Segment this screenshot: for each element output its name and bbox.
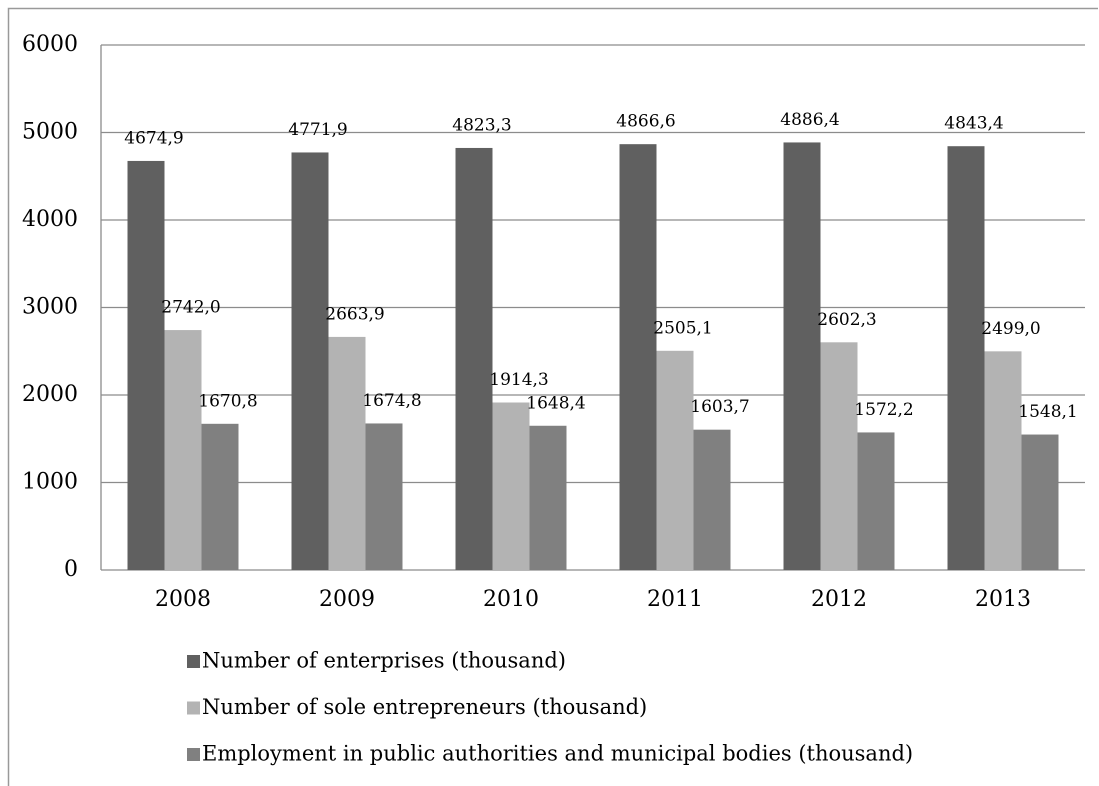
bar [455, 147, 493, 570]
legend-label: Employment in public authorities and mun… [202, 742, 913, 766]
bar [291, 152, 329, 571]
bar [693, 429, 731, 570]
y-tick-label: 5000 [22, 120, 78, 145]
bar [328, 336, 366, 570]
legend-swatch [187, 655, 200, 668]
bar [492, 402, 530, 570]
data-label: 2505,1 [653, 318, 712, 338]
bar [201, 423, 239, 570]
data-label: 4866,6 [616, 112, 675, 132]
y-tick-label: 1000 [22, 470, 78, 495]
x-tick-label: 2011 [647, 587, 703, 612]
bar [857, 432, 895, 570]
frame [7, 7, 1098, 786]
bar [365, 423, 403, 570]
y-tick-label: 2000 [22, 382, 78, 407]
bar [984, 351, 1022, 570]
x-tick-label: 2013 [975, 587, 1031, 612]
x-tick-label: 2012 [811, 587, 867, 612]
data-label: 1548,1 [1018, 402, 1077, 422]
data-label: 1648,4 [526, 393, 585, 413]
bar [164, 330, 202, 570]
x-tick-label: 2008 [155, 587, 211, 612]
legend-label: Number of enterprises (thousand) [202, 649, 566, 673]
y-tick-label: 4000 [22, 207, 78, 232]
bar [656, 350, 694, 570]
data-label: 4823,3 [452, 115, 511, 135]
bar [619, 144, 657, 571]
bar [947, 146, 985, 570]
data-label: 2499,0 [981, 319, 1040, 339]
data-label: 4771,9 [288, 120, 347, 140]
data-label: 1572,2 [854, 400, 913, 420]
data-label: 1914,3 [489, 370, 548, 390]
bar [783, 142, 821, 570]
bar [529, 425, 567, 570]
y-tick-label: 3000 [22, 295, 78, 320]
y-tick-label: 0 [64, 557, 78, 582]
bar [820, 342, 858, 570]
legend-swatch [187, 701, 200, 715]
data-label: 2742,0 [161, 298, 220, 318]
data-label: 4674,9 [124, 128, 183, 148]
legend-swatch [187, 748, 200, 761]
data-label: 2663,9 [325, 304, 384, 324]
data-label: 4886,4 [780, 110, 839, 130]
x-tick-label: 2009 [319, 587, 375, 612]
bar [1021, 434, 1059, 570]
legend-label: Number of sole entrepreneurs (thousand) [202, 695, 647, 719]
data-label: 1674,8 [362, 391, 421, 411]
bar [127, 160, 165, 571]
y-tick-label: 6000 [22, 32, 78, 57]
data-label: 1670,8 [198, 391, 257, 411]
x-tick-label: 2010 [483, 587, 539, 612]
data-label: 4843,4 [944, 114, 1003, 134]
data-label: 2602,3 [817, 310, 876, 330]
data-label: 1603,7 [690, 397, 749, 417]
